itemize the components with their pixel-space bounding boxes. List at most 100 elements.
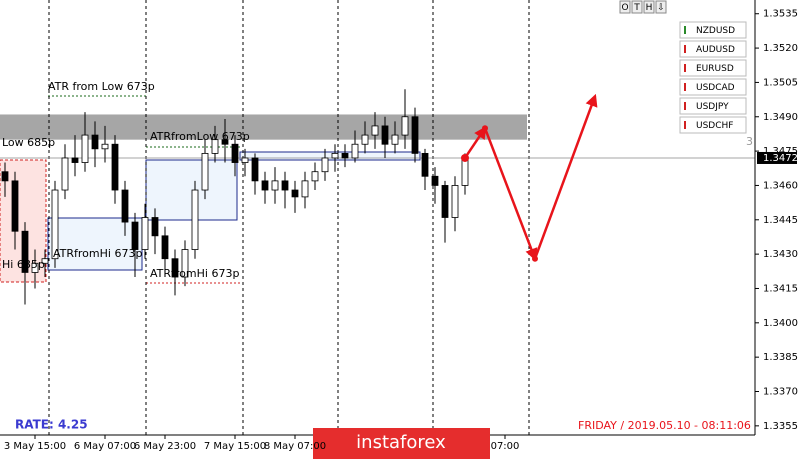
symbol-button[interactable] [679, 116, 747, 134]
annotation: Low 685p [2, 136, 55, 149]
range-box [239, 151, 421, 161]
y-tick-label: 1.3430 [763, 249, 798, 260]
candle-body [321, 157, 329, 173]
candle-body [51, 189, 59, 260]
candle-body [91, 134, 99, 150]
symbol-marker [684, 64, 686, 72]
candle-body [381, 125, 389, 145]
y-tick-label: 1.3460 [763, 180, 798, 191]
annotation: 3 [746, 135, 753, 148]
last-price-box [757, 151, 797, 164]
y-tick-label: 1.3400 [763, 318, 798, 329]
candle-body [111, 143, 119, 191]
symbol-label[interactable]: NZDUSD [696, 26, 735, 36]
candle-body [441, 185, 449, 218]
symbol-label[interactable]: USDCHF [696, 121, 733, 131]
rate-label: RATE: 4.25 [15, 418, 88, 432]
candle-body [461, 157, 469, 186]
candle-body [271, 180, 279, 191]
y-tick-label: 1.3355 [763, 421, 798, 432]
symbol-marker [684, 121, 686, 129]
timestamp: FRIDAY / 2019.05.10 - 08:11:06 [578, 419, 751, 432]
candle-body [221, 139, 229, 145]
annotation: Hi 685p [2, 258, 45, 271]
symbol-label[interactable]: EURUSD [696, 64, 734, 74]
candle-body [181, 249, 189, 278]
candle-body [21, 230, 29, 273]
candle-body [311, 171, 319, 182]
candle-body [231, 143, 239, 163]
y-tick-label: 1.3445 [763, 215, 798, 226]
x-tick-label: 6 May 23:00 [134, 441, 196, 452]
candle-body [431, 175, 439, 186]
y-tick-label: 1.3505 [763, 77, 798, 88]
toolbar-button-label[interactable]: O [621, 3, 628, 13]
candle-body [81, 134, 89, 163]
candle-body [411, 116, 419, 154]
symbol-button[interactable] [679, 21, 747, 39]
day-separators [48, 0, 530, 435]
toolbar: O T H ⇩ [619, 0, 667, 14]
candle-body [1, 171, 9, 182]
toolbar-button-label[interactable]: H [646, 3, 653, 13]
candle-body [331, 152, 339, 159]
logo: instaforex [356, 432, 446, 453]
y-tick-label: 1.3370 [763, 387, 798, 398]
forecast-arrow [483, 127, 538, 262]
x-tick-label: 07:00 [491, 441, 520, 452]
candle-body [291, 189, 299, 198]
plot [0, 89, 755, 305]
candle-body [301, 180, 309, 198]
candle-body [171, 258, 179, 278]
toolbar-button[interactable] [655, 0, 667, 14]
candle-body [101, 143, 109, 150]
symbol-button[interactable] [679, 40, 747, 58]
candle-body [261, 180, 269, 191]
candle-body [121, 189, 129, 223]
candle-body [401, 116, 409, 136]
candle-body [201, 152, 209, 191]
symbol-marker [684, 102, 686, 110]
atr-boxes [0, 95, 421, 284]
toolbar-button-label[interactable]: ⇩ [657, 3, 665, 13]
candle-body [341, 152, 349, 159]
y-tick-label: 1.3520 [763, 43, 798, 54]
toolbar-button[interactable] [619, 0, 631, 14]
logo-box [313, 428, 490, 459]
candle-body [191, 189, 199, 250]
symbol-label[interactable]: USDCAD [696, 83, 735, 93]
candle-body [281, 180, 289, 191]
toolbar-button-label[interactable]: T [633, 3, 640, 13]
symbol-marker [684, 83, 686, 91]
y-tick-label: 1.3490 [763, 112, 798, 123]
toolbar-button[interactable] [643, 0, 655, 14]
symbol-button[interactable] [679, 78, 747, 96]
symbol-button[interactable] [679, 59, 747, 77]
price-zone [0, 114, 527, 140]
symbol-marker [684, 45, 686, 53]
x-tick-label: 7 May 15:00 [204, 441, 266, 452]
y-tick-label: 1.3475 [763, 146, 798, 157]
range-box [145, 159, 238, 221]
candle-body [251, 157, 259, 182]
candle-body [371, 125, 379, 136]
symbol-label[interactable]: USDJPY [696, 102, 729, 112]
candle-body [451, 185, 459, 218]
candle-body [241, 157, 249, 163]
annotation: ATR from Low 673p [48, 80, 155, 93]
toolbar-button[interactable] [631, 0, 643, 14]
forecast-arrow [533, 93, 598, 260]
candle-body [351, 143, 359, 159]
symbol-marker [684, 26, 686, 34]
symbol-label[interactable]: AUDUSD [696, 45, 735, 55]
forecast-arrow [463, 126, 487, 159]
candle-body [131, 221, 139, 250]
annotation: ATRfromHi 673p [53, 247, 142, 260]
candle-body [151, 217, 159, 237]
candle-body [391, 134, 399, 145]
candle-body [61, 157, 69, 191]
symbol-button[interactable] [679, 97, 747, 115]
candle-body [161, 235, 169, 260]
candle-body [71, 157, 79, 163]
